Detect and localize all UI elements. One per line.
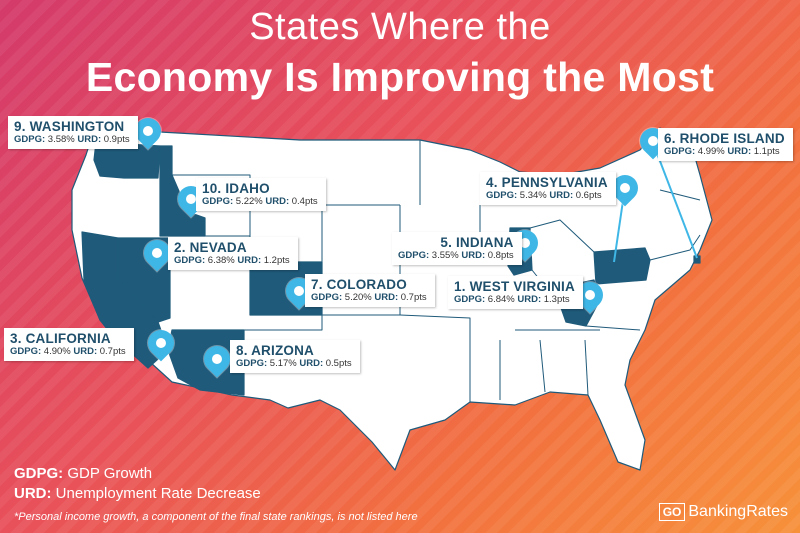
state-stats: GDPG: 4.99% URD: 1.1pts (664, 146, 780, 157)
state-label: 4. PENNSYLVANIA (486, 175, 608, 190)
brand-logo: GO BankingRates (658, 503, 788, 521)
callout-colorado: 7. COLORADO GDPG: 5.20% URD: 0.7pts (305, 274, 435, 307)
callout-arizona: 8. ARIZONA GDPG: 5.17% URD: 0.5pts (230, 340, 360, 373)
brand-logo-box: GO (658, 503, 686, 521)
callout-indiana: 5. INDIANA GDPG: 3.55% URD: 0.8pts (392, 232, 522, 265)
state-label: 8. ARIZONA (236, 343, 315, 358)
state-stats: GDPG: 6.38% URD: 1.2pts (174, 255, 290, 266)
state-stats: GDPG: 6.84% URD: 1.3pts (454, 294, 570, 305)
state-label: 9. WASHINGTON (14, 119, 125, 134)
state-label: 1. WEST VIRGINIA (454, 279, 575, 294)
state-stats: GDPG: 3.55% URD: 0.8pts (398, 250, 514, 261)
callout-idaho: 10. IDAHO GDPG: 5.22% URD: 0.4pts (196, 178, 326, 211)
state-pennsylvania (593, 247, 651, 285)
state-stats: GDPG: 5.17% URD: 0.5pts (236, 358, 352, 369)
callout-washington: 9. WASHINGTON GDPG: 3.58% URD: 0.9pts (8, 116, 138, 149)
state-stats: GDPG: 5.34% URD: 0.6pts (486, 190, 602, 201)
legend: GDPG: GDP Growth URD: Unemployment Rate … (14, 464, 261, 504)
callout-rhode-island: 6. RHODE ISLAND GDPG: 4.99% URD: 1.1pts (658, 128, 793, 161)
state-label: 7. COLORADO (311, 277, 407, 292)
state-label: 6. RHODE ISLAND (664, 131, 785, 146)
state-label: 3. CALIFORNIA (10, 331, 111, 346)
callout-nevada: 2. NEVADA GDPG: 6.38% URD: 1.2pts (168, 237, 298, 270)
callout-california: 3. CALIFORNIA GDPG: 4.90% URD: 0.7pts (4, 328, 134, 361)
legend-urd: URD: Unemployment Rate Decrease (14, 485, 261, 502)
brand-logo-text: BankingRates (688, 503, 788, 520)
title-line-2: Economy Is Improving the Most (85, 54, 715, 100)
state-stats: GDPG: 5.20% URD: 0.7pts (311, 292, 427, 303)
state-rhode-island (693, 255, 701, 264)
legend-gdpg: GDPG: GDP Growth (14, 465, 153, 482)
state-stats: GDPG: 5.22% URD: 0.4pts (202, 196, 318, 207)
title-line-1: States Where the (249, 6, 551, 48)
callout-west-virginia: 1. WEST VIRGINIA GDPG: 6.84% URD: 1.3pts (448, 276, 583, 309)
state-label: 2. NEVADA (174, 240, 247, 255)
state-label: 5. INDIANA (440, 235, 514, 250)
callout-pennsylvania: 4. PENNSYLVANIA GDPG: 5.34% URD: 0.6pts (480, 172, 616, 205)
footnote: *Personal income growth, a component of … (14, 511, 418, 523)
state-stats: GDPG: 3.58% URD: 0.9pts (14, 134, 130, 145)
state-idaho (159, 145, 206, 237)
state-label: 10. IDAHO (202, 181, 270, 196)
state-stats: GDPG: 4.90% URD: 0.7pts (10, 346, 126, 357)
